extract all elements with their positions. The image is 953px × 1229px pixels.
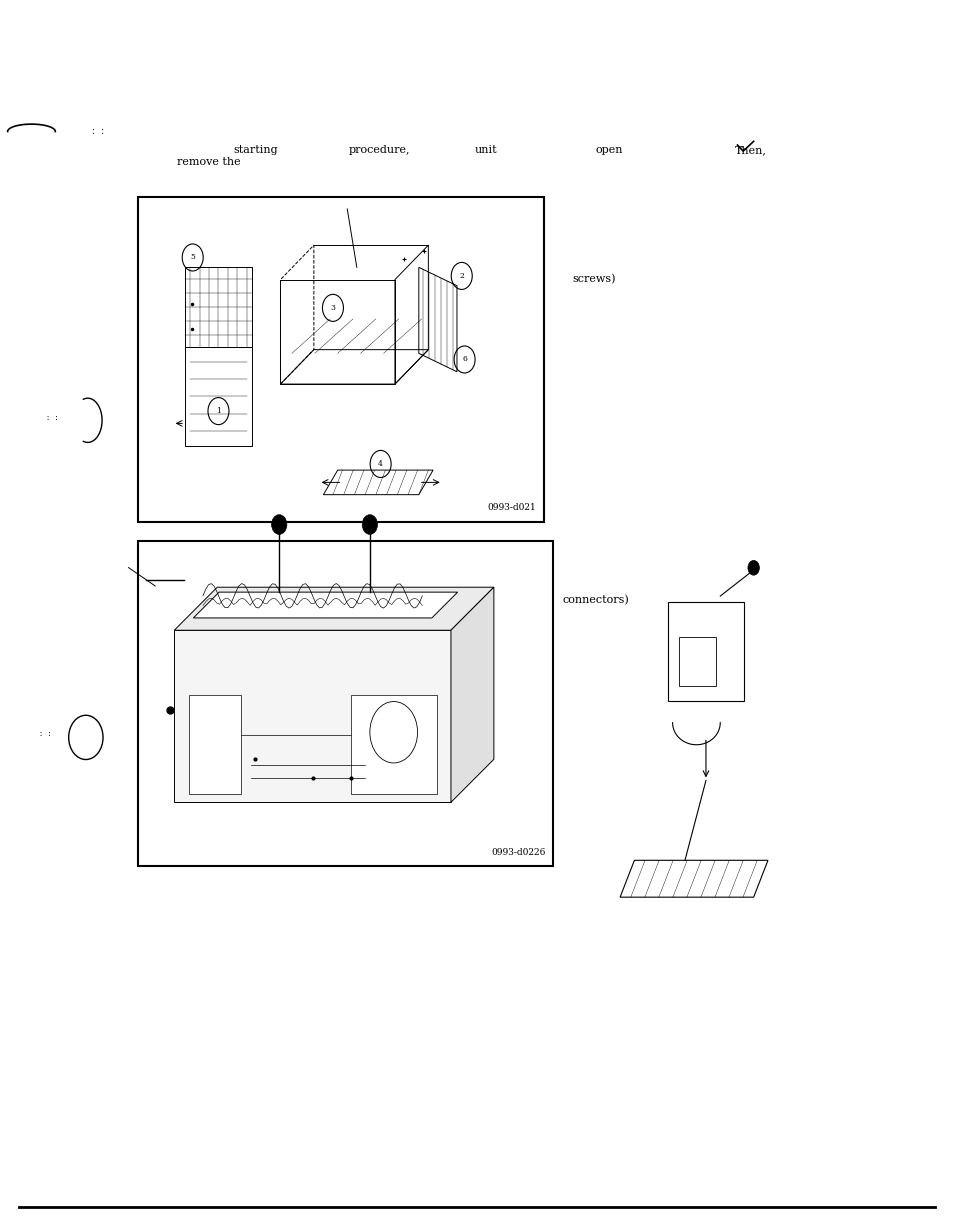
Text: 5: 5 bbox=[190, 253, 195, 262]
Text: 0993-d0226: 0993-d0226 bbox=[491, 848, 545, 857]
Circle shape bbox=[362, 515, 377, 535]
Bar bbox=[351, 696, 436, 794]
Text: connectors): connectors) bbox=[562, 595, 629, 605]
Text: : :: : : bbox=[39, 731, 52, 736]
Text: Then,: Then, bbox=[734, 145, 765, 155]
Text: 0993-d021: 0993-d021 bbox=[487, 504, 536, 512]
Text: 1: 1 bbox=[215, 407, 221, 415]
Text: starting: starting bbox=[233, 145, 278, 155]
Bar bbox=[138, 541, 553, 866]
Bar bbox=[138, 197, 543, 522]
Bar bbox=[189, 696, 241, 794]
Text: open: open bbox=[595, 145, 622, 155]
Polygon shape bbox=[193, 592, 457, 618]
Bar bbox=[679, 637, 715, 686]
Text: 3: 3 bbox=[330, 304, 335, 312]
Polygon shape bbox=[174, 630, 451, 803]
Circle shape bbox=[272, 515, 287, 535]
Polygon shape bbox=[174, 587, 494, 630]
Text: 4: 4 bbox=[377, 460, 383, 468]
Text: : :: : : bbox=[91, 127, 105, 136]
Text: 6: 6 bbox=[461, 355, 467, 364]
Circle shape bbox=[747, 560, 759, 575]
Text: : :: : : bbox=[46, 415, 59, 420]
Polygon shape bbox=[451, 587, 494, 803]
Text: unit: unit bbox=[475, 145, 497, 155]
Text: remove the: remove the bbox=[177, 157, 241, 167]
Text: screws): screws) bbox=[572, 274, 616, 284]
Text: procedure,: procedure, bbox=[348, 145, 409, 155]
Text: 2: 2 bbox=[458, 272, 464, 280]
